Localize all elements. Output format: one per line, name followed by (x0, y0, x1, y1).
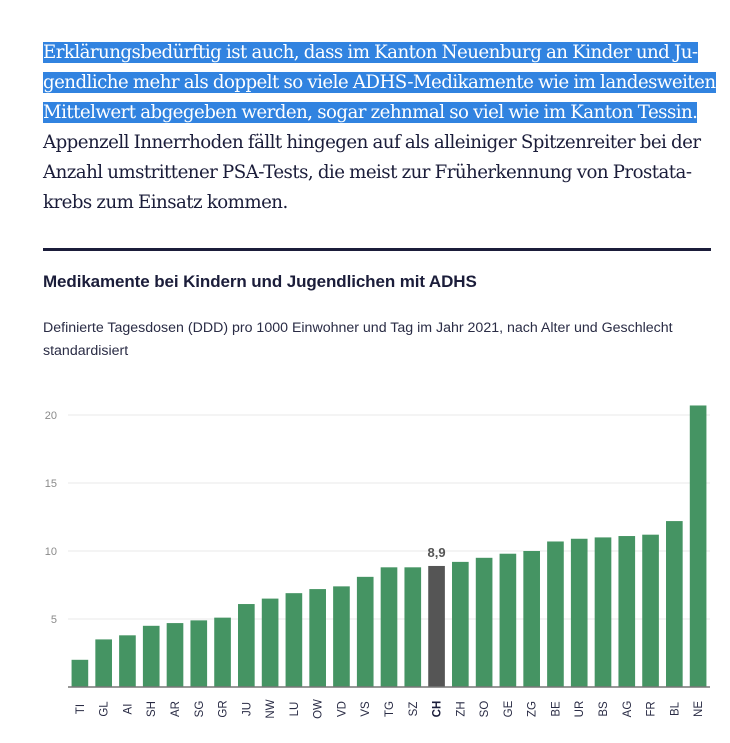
x-tick-label: SZ (408, 702, 420, 717)
x-tick-label: NW (265, 699, 277, 718)
y-tick-label: 5 (51, 614, 57, 626)
x-tick-label: AI (122, 704, 134, 715)
bar-sg[interactable] (190, 620, 208, 687)
x-tick-label: AG (622, 701, 634, 718)
chart-title: Medikamente bei Kindern und Jugendlichen… (43, 272, 477, 291)
bar-vs[interactable] (356, 576, 374, 687)
article-paragraph: Erklärungsbedürftig ist auch, dass im Ka… (43, 38, 723, 218)
y-tick-label: 10 (45, 546, 57, 558)
y-tick-label: 15 (45, 478, 57, 490)
x-tick-label: VS (360, 701, 372, 717)
text-line: Appenzell Innerrhoden fällt hingegen auf… (43, 132, 701, 153)
value-labels: 8,9 (428, 545, 446, 560)
x-tick-label: ZH (455, 701, 467, 716)
bar-ju[interactable] (238, 604, 255, 687)
x-tick-label: SH (146, 701, 158, 717)
bar-so[interactable] (475, 557, 493, 687)
bar-ai[interactable] (119, 635, 136, 687)
bar-zg[interactable] (523, 551, 540, 687)
bar-vd[interactable] (333, 586, 350, 687)
highlight-value-label: 8,9 (428, 545, 446, 560)
bar-bs[interactable] (594, 537, 612, 687)
bar-ar[interactable] (166, 623, 184, 687)
x-tick-label: SG (194, 701, 206, 718)
bar-lu[interactable] (285, 593, 303, 687)
x-tick-label: AR (170, 701, 182, 717)
x-tick-label: LU (289, 702, 301, 717)
text-line: krebs zum Einsatz kommen. (43, 192, 288, 213)
bar-chart: 5 10 15 20 8,9 TI GL AI SH AR SG GR JU NW LU OW VD VS TG… (45, 405, 710, 719)
bar-tg[interactable] (380, 567, 398, 687)
bar-ge[interactable] (499, 553, 517, 687)
bar-sh[interactable] (142, 625, 160, 687)
x-tick-label: JU (241, 702, 253, 716)
x-tick-label: GR (218, 700, 230, 717)
bar-be[interactable] (547, 541, 564, 687)
x-tick-label: FR (646, 701, 658, 716)
x-tick-label: NE (693, 701, 705, 717)
x-tick-label: TI (75, 704, 87, 714)
selected-text-line[interactable]: gendliche mehr als doppelt so viele ADHS… (43, 72, 716, 93)
bar-bl[interactable] (666, 521, 683, 687)
bar-ur[interactable] (570, 538, 588, 687)
x-tick-label: BL (669, 701, 681, 716)
bar-fr[interactable] (642, 534, 659, 687)
x-tick-label: GE (503, 700, 515, 717)
selected-text-line[interactable]: Erklärungsbedürftig ist auch, dass im Ka… (43, 42, 698, 63)
text-line: Anzahl umstrittener PSA-Tests, die meist… (43, 162, 692, 183)
bar-sz[interactable] (404, 567, 422, 687)
bar-nw[interactable] (261, 598, 279, 687)
x-tick-label: VD (336, 701, 348, 717)
x-tick-label: TG (384, 701, 396, 717)
selected-text-line[interactable]: Mittelwert abgegeben werden, sogar zehnm… (43, 102, 698, 123)
y-tick-label: 20 (45, 410, 57, 422)
chart-subtitle: Definierte Tagesdosen (DDD) pro 1000 Ein… (43, 320, 673, 359)
y-axis-ticks: 5 10 15 20 (45, 410, 57, 626)
x-tick-label: BS (598, 701, 610, 717)
bar-ag[interactable] (618, 536, 636, 687)
x-tick-label: SO (479, 701, 491, 718)
x-tick-label: CH (432, 701, 444, 718)
bar-ti[interactable] (71, 659, 89, 687)
bars (71, 405, 707, 687)
bar-gl[interactable] (95, 639, 112, 687)
x-tick-label: GL (99, 701, 111, 717)
x-tick-label: OW (313, 699, 325, 719)
x-axis-labels: TI GL AI SH AR SG GR JU NW LU OW VD VS TG SZ CH ZH SO GE ZG… (75, 699, 705, 719)
bar-ch[interactable] (428, 565, 445, 687)
bar-ne[interactable] (689, 405, 707, 687)
bar-ow[interactable] (309, 589, 326, 687)
x-tick-label: UR (574, 701, 586, 718)
x-tick-label: BE (550, 701, 562, 717)
bar-gr[interactable] (214, 617, 231, 687)
x-tick-label: ZG (527, 701, 539, 717)
section-divider (43, 248, 711, 251)
bar-zh[interactable] (452, 561, 469, 687)
